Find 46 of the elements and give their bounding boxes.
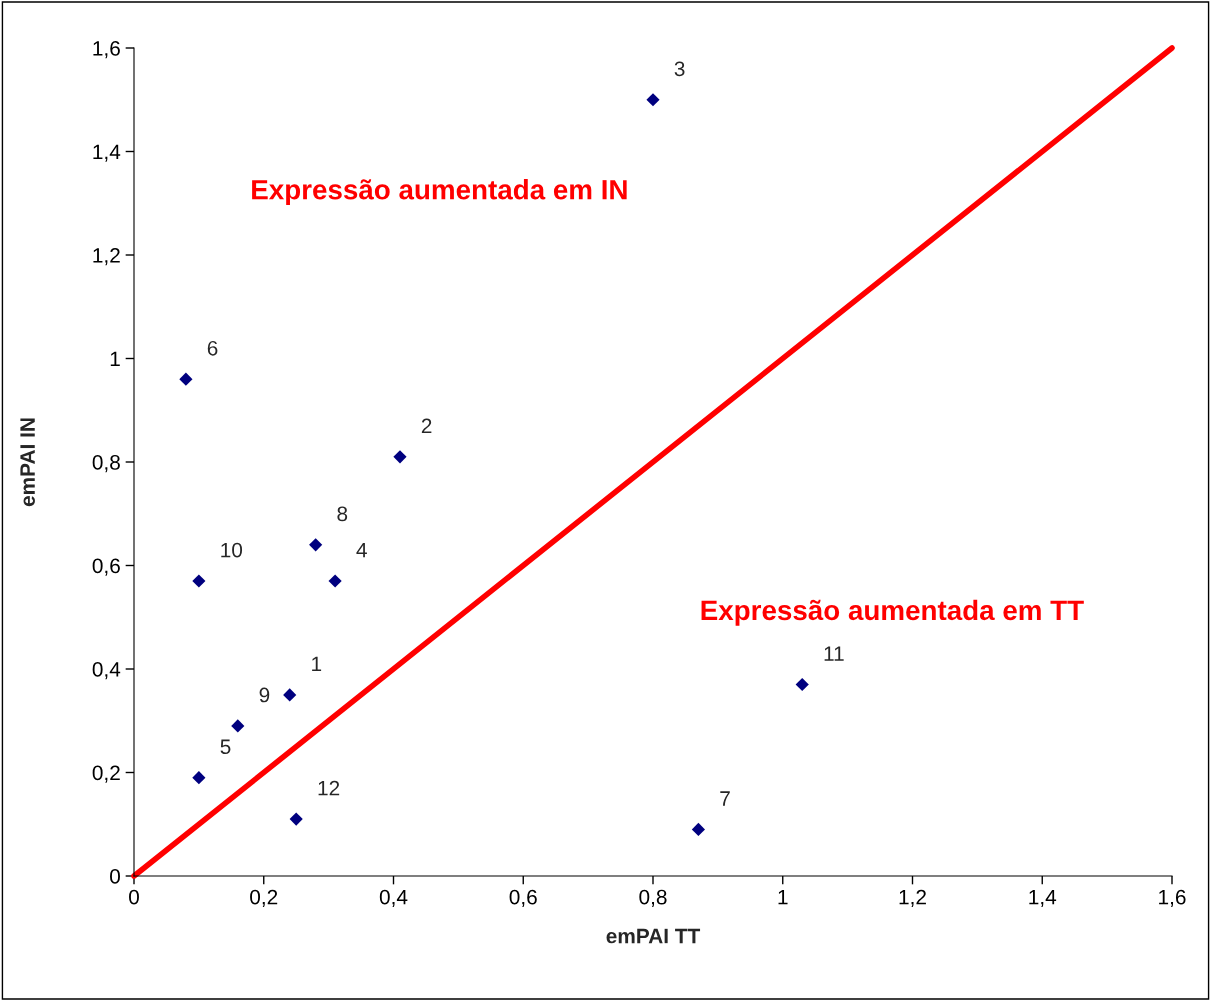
y-tick-label: 1,2	[93, 248, 120, 266]
annotation: 6	[207, 340, 218, 356]
annotation: 7	[720, 791, 730, 806]
annotation: 4	[356, 542, 367, 558]
y-tick-label: 0,8	[92, 455, 120, 473]
x-tick-label: 1	[778, 889, 788, 905]
point	[192, 771, 206, 785]
annotation: 1	[312, 656, 322, 672]
x-tick-label: 0,2	[250, 889, 278, 907]
x-tick-label: 1,2	[899, 889, 926, 907]
annotation: 2	[421, 418, 432, 434]
point	[192, 574, 206, 588]
y-tick-label: 1,6	[93, 41, 120, 59]
annotation: 10	[221, 542, 243, 558]
point	[283, 688, 297, 702]
annotation: 12	[318, 780, 340, 796]
annotation: 3	[674, 61, 685, 77]
annotation: 11	[824, 646, 844, 661]
y-tick-label: 0,2	[92, 765, 120, 783]
point	[393, 450, 407, 464]
annotation: Expressão aumentada em TT	[701, 599, 1084, 626]
y-tick-label: 0,4	[92, 662, 121, 680]
y-tick-label: 0,6	[92, 558, 120, 576]
y-tick-label: 1	[110, 351, 120, 367]
x-tick-label: 0,8	[639, 889, 667, 907]
annotation: Expressão aumentada em IN	[252, 179, 627, 206]
x-tick-label: 1,4	[1029, 889, 1057, 907]
point	[231, 719, 245, 733]
point	[646, 93, 660, 107]
point	[179, 372, 193, 386]
point	[691, 822, 705, 837]
x-tick-label: 0,4	[379, 889, 408, 907]
x-axis-title: emPAI TT	[606, 928, 701, 944]
point	[289, 812, 303, 826]
x-tick-label: 1,6	[1159, 889, 1186, 907]
annotation: 8	[337, 506, 348, 522]
y-tick-label: 1,4	[93, 144, 121, 162]
x-tick-label: 0,6	[509, 889, 537, 907]
x-tick-label: 0	[129, 889, 139, 905]
y-tick-label: 0	[110, 869, 120, 884]
y-axis-title: emPAI IN	[20, 418, 35, 507]
point	[795, 677, 809, 692]
point	[328, 574, 342, 588]
annotation: 9	[259, 687, 270, 703]
point	[309, 538, 323, 552]
annotation: 5	[220, 739, 231, 755]
